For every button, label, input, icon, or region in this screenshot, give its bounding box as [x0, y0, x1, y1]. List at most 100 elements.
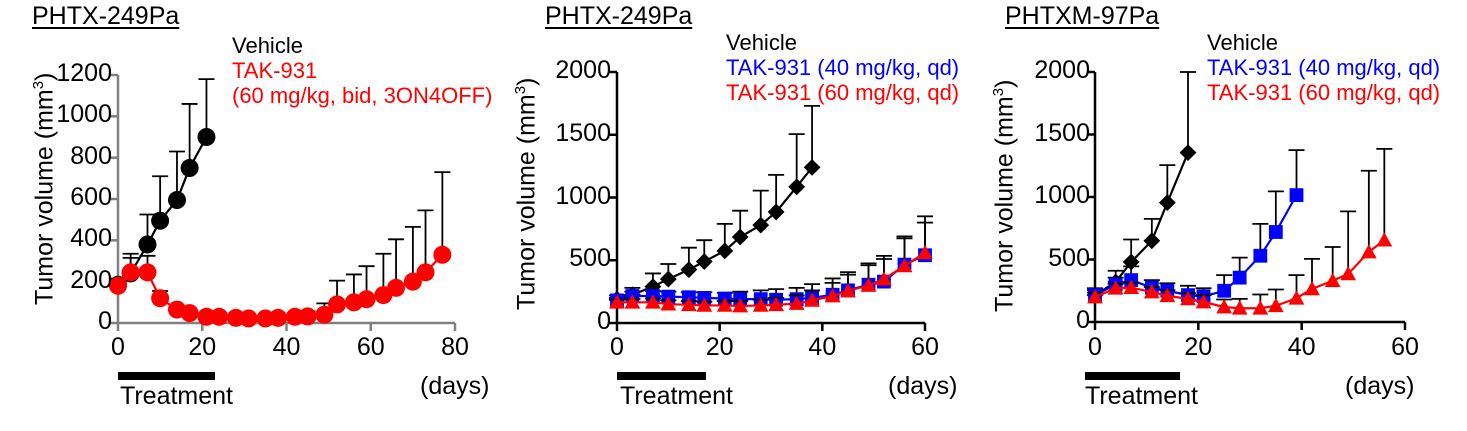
y-tick-label-4: 2000 [1034, 56, 1090, 84]
data-point-3 [1143, 284, 1160, 299]
data-point-10 [1268, 225, 1283, 239]
panel-title: PHTX-249Pa [545, 2, 693, 30]
y-tick-label-1: 500 [569, 244, 611, 273]
y-tick-label-1: 200 [70, 265, 112, 294]
legend: Vehicle TAK-931 (60 mg/kg, bid, 3ON4OFF) [232, 33, 492, 108]
y-tick-label-4: 800 [70, 141, 112, 170]
data-point-10 [788, 178, 806, 196]
y-tick-label-3: 600 [70, 183, 112, 211]
data-point-15 [328, 295, 347, 314]
data-point-5 [1179, 144, 1197, 162]
data-point-2 [138, 263, 157, 282]
data-point-5 [180, 159, 199, 177]
data-point-0 [1087, 289, 1103, 304]
data-point-11 [804, 292, 820, 307]
data-point-3 [1143, 232, 1161, 250]
data-point-9 [239, 309, 258, 328]
legend-entry-0: Vehicle [232, 33, 303, 58]
series-diamond-0 [1086, 71, 1197, 304]
data-point-6 [716, 297, 733, 312]
data-point-7 [732, 298, 749, 313]
data-point-13 [1324, 272, 1341, 288]
data-point-16 [896, 258, 913, 273]
data-point-17 [917, 244, 933, 260]
data-point-0 [109, 276, 127, 295]
x-tick-label-0: 0 [111, 333, 125, 361]
data-point-9 [767, 203, 785, 221]
data-point-1 [624, 294, 641, 309]
data-point-3 [659, 270, 677, 288]
x-tick-label-3: 60 [356, 333, 385, 361]
data-point-8 [752, 297, 769, 312]
data-point-1 [1107, 280, 1124, 295]
x-tick-label-1: 20 [188, 333, 217, 361]
x-tick-label-2: 40 [808, 333, 837, 361]
data-point-2 [138, 235, 157, 254]
y-tick-label-1: 500 [1048, 243, 1090, 272]
data-point-7 [1217, 283, 1232, 298]
data-point-8 [1231, 300, 1248, 315]
x-axis-unit-label: (days) [420, 372, 490, 400]
panel-title: PHTXM-97Pa [1005, 2, 1160, 30]
data-point-5 [1180, 291, 1196, 306]
data-point-3 [151, 289, 170, 308]
data-point-21 [416, 263, 435, 282]
data-point-10 [256, 309, 275, 328]
treatment-bar [617, 372, 706, 380]
y-tick-label-2: 400 [70, 224, 112, 253]
data-point-2 [1122, 253, 1140, 271]
x-axis-unit-label: (days) [888, 372, 958, 400]
data-point-5 [695, 253, 713, 270]
x-tick-label-1: 20 [705, 333, 734, 361]
treatment-label: Treatment [620, 382, 734, 410]
data-point-4 [680, 296, 697, 312]
x-tick-label-2: 40 [1287, 333, 1316, 361]
data-point-20 [403, 272, 422, 291]
legend-entry-1: TAK-931 (40 mg/kg, qd) [726, 55, 960, 80]
data-point-12 [824, 288, 841, 303]
data-point-11 [803, 158, 821, 176]
data-point-1 [121, 263, 140, 282]
data-point-12 [285, 307, 304, 326]
data-point-13 [298, 307, 317, 326]
legend-entry-1: TAK-931 [232, 58, 318, 83]
y-tick-label-6: 1200 [56, 59, 112, 87]
treatment-label: Treatment [1085, 382, 1199, 410]
data-point-6 [197, 307, 216, 326]
data-point-6 [1195, 294, 1212, 309]
data-point-22 [433, 245, 452, 264]
data-point-14 [315, 305, 334, 324]
treatment-bar [1085, 372, 1180, 380]
data-point-12 [1304, 281, 1320, 296]
y-tick-label-0: 0 [597, 307, 611, 335]
data-point-3 [151, 211, 170, 230]
legend-entry-0: Vehicle [726, 30, 797, 55]
series-line-0 [1094, 152, 1190, 297]
data-point-6 [716, 242, 734, 260]
x-tick-label-1: 20 [1184, 333, 1213, 361]
x-tick-label-2: 40 [272, 333, 301, 361]
data-point-10 [1267, 297, 1284, 313]
legend-entry-2: (60 mg/kg, bid, 3ON4OFF) [232, 83, 493, 108]
data-point-4 [167, 191, 186, 210]
x-tick-label-3: 60 [1391, 333, 1419, 361]
data-point-19 [387, 278, 406, 297]
y-tick-label-2: 1000 [1034, 181, 1090, 209]
data-point-17 [357, 290, 376, 309]
y-tick-label-2: 1000 [555, 181, 611, 210]
data-point-16 [1376, 232, 1393, 247]
data-point-15 [1360, 244, 1377, 259]
data-point-6 [197, 128, 216, 146]
legend: Vehicle TAK-931 (40 mg/kg, qd) TAK-931 (60… [726, 30, 959, 105]
data-point-9 [1252, 300, 1269, 315]
y-tick-label-0: 0 [98, 307, 112, 335]
x-tick-label-3: 60 [911, 333, 939, 361]
x-tick-label-0: 0 [1088, 333, 1102, 361]
